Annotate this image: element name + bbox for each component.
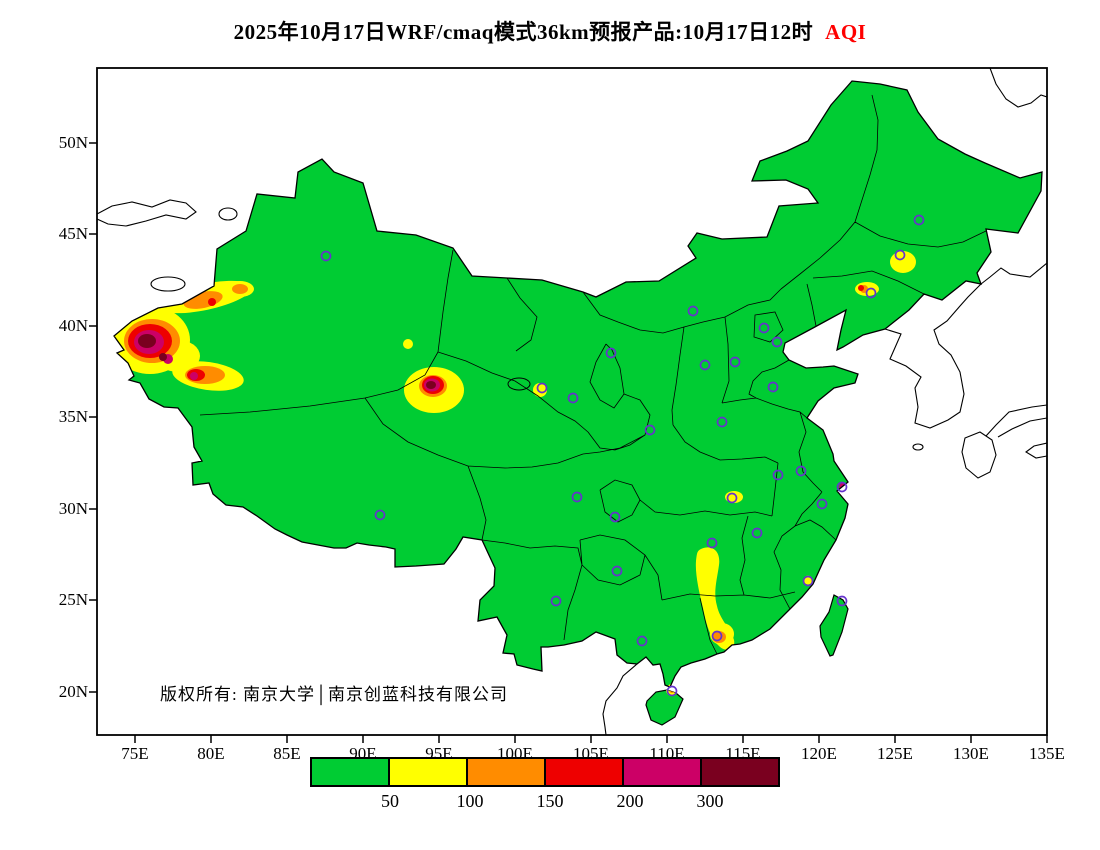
city-marker — [571, 491, 583, 503]
figure-title: 2025年10月17日WRF/cmaq模式36km预报产品:10月17日12时 A… — [0, 16, 1100, 46]
city-marker — [536, 382, 548, 394]
city-marker — [611, 565, 623, 577]
legend-swatch-yellow — [388, 757, 468, 787]
axis-ticks — [89, 142, 1048, 743]
lat-tick-label: 20N — [59, 682, 88, 701]
plot-frame — [96, 67, 1048, 736]
city-marker — [706, 537, 718, 549]
aqi-level-maroon — [138, 334, 436, 389]
city-marker — [636, 635, 648, 647]
china-border — [113, 80, 1043, 688]
figure-title-product: AQI — [825, 20, 867, 44]
city-marker — [605, 347, 617, 359]
figure-title-text: 2025年10月17日WRF/cmaq模式36km预报产品:10月17日12时 — [233, 20, 814, 44]
city-marker — [836, 595, 848, 607]
lon-tick-label: 75E — [121, 744, 148, 763]
lat-tick-label: 35N — [59, 407, 88, 426]
qinghai-lake — [507, 377, 531, 391]
city-markers — [320, 214, 925, 697]
lat-tick-label: 40N — [59, 316, 88, 335]
hainan-island — [645, 689, 684, 726]
city-marker — [687, 305, 699, 317]
lake-balkhash — [97, 199, 197, 227]
city-marker — [758, 322, 770, 334]
city-marker — [771, 336, 783, 348]
color-legend: 50 100 150 200 300 — [310, 757, 794, 813]
city-marker — [666, 685, 678, 697]
lon-tick-label: 85E — [273, 744, 300, 763]
kyushu-island — [961, 431, 997, 479]
city-marker — [550, 595, 562, 607]
shikoku-coastline — [1025, 442, 1047, 459]
copyright-text: 版权所有: 南京大学│南京创蓝科技有限公司 — [160, 685, 509, 704]
city-marker — [751, 527, 763, 539]
legend-label: 100 — [456, 791, 484, 811]
province-borders — [199, 94, 987, 655]
lake-alakol — [218, 207, 238, 221]
city-marker — [609, 511, 621, 523]
china-landmass — [114, 81, 1042, 726]
legend-swatch-green — [310, 757, 390, 787]
city-marker — [567, 392, 579, 404]
legend-swatch-orange — [466, 757, 546, 787]
legend-labels: 50 100 150 200 300 — [310, 787, 794, 813]
city-marker — [894, 249, 906, 261]
lat-tick-label: 45N — [59, 224, 88, 243]
lat-tick-label: 30N — [59, 499, 88, 518]
city-marker — [836, 481, 848, 493]
city-marker — [644, 424, 656, 436]
city-marker — [320, 250, 332, 262]
legend-swatch-maroon — [700, 757, 780, 787]
city-marker — [802, 575, 814, 587]
city-marker — [795, 465, 807, 477]
legend-label: 300 — [696, 791, 724, 811]
honshu-coastline — [985, 404, 1047, 438]
city-marker — [772, 469, 784, 481]
city-marker — [711, 630, 723, 642]
city-marker — [726, 492, 738, 504]
legend-label: 150 — [536, 791, 564, 811]
lon-tick-label: 130E — [953, 744, 989, 763]
city-marker — [374, 509, 386, 521]
legend-swatches — [310, 757, 794, 787]
lon-tick-label: 120E — [801, 744, 837, 763]
lon-tick-label: 80E — [197, 744, 224, 763]
legend-label: 200 — [616, 791, 644, 811]
city-marker — [716, 416, 728, 428]
lat-tick-label: 25N — [59, 590, 88, 609]
amur-river — [989, 68, 1047, 108]
lon-tick-label: 125E — [877, 744, 913, 763]
city-marker — [729, 356, 741, 368]
city-marker — [699, 359, 711, 371]
lat-tick-label: 50N — [59, 133, 88, 152]
china-mainland — [114, 81, 1042, 687]
russia-coastline — [980, 262, 1047, 285]
jeju-island — [912, 443, 924, 451]
legend-swatch-magenta — [622, 757, 702, 787]
lake-issyk-kul — [150, 276, 186, 292]
y-axis-labels: 50N 45N 40N 35N 30N 25N 20N — [59, 133, 88, 701]
korea-coastline — [884, 283, 982, 429]
city-marker — [816, 498, 828, 510]
city-marker — [865, 287, 877, 299]
city-marker — [767, 381, 779, 393]
legend-swatch-red — [544, 757, 624, 787]
city-marker — [913, 214, 925, 226]
lon-tick-label: 135E — [1029, 744, 1065, 763]
vietnam-coastline — [602, 663, 638, 735]
coastlines — [97, 68, 1047, 735]
legend-label: 50 — [381, 791, 399, 811]
